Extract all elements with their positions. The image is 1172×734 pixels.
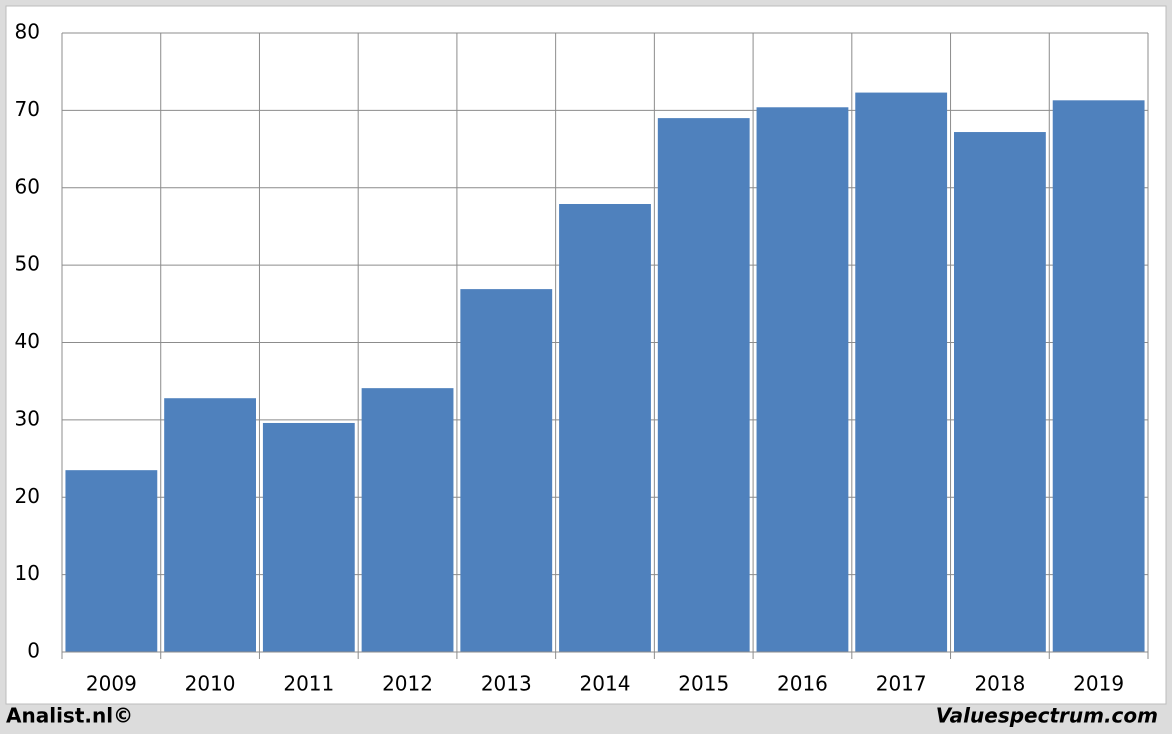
x-tick-label: 2016 [777,672,828,696]
x-tick-label: 2010 [185,672,236,696]
y-tick-label: 20 [15,484,40,508]
y-tick-label: 70 [15,97,40,121]
bar [1052,100,1145,652]
y-tick-label: 30 [15,406,40,430]
bar [855,92,948,653]
footer-right: Valuespectrum.com [936,704,1158,728]
bar [361,388,454,652]
bar [756,107,849,652]
y-tick-label: 10 [15,561,40,585]
x-tick-label: 2014 [580,672,631,696]
bar [954,132,1046,653]
y-tick-label: 60 [15,174,40,198]
x-tick-label: 2013 [481,672,532,696]
x-tick-label: 2009 [86,672,137,696]
bar [65,470,158,652]
x-tick-label: 2018 [974,672,1025,696]
x-tick-label: 2012 [382,672,433,696]
y-tick-label: 50 [15,252,40,276]
x-tick-label: 2019 [1073,672,1124,696]
bar [262,422,355,652]
bar [460,289,553,652]
x-tick-label: 2011 [283,672,334,696]
y-tick-label: 80 [15,20,40,44]
bar [657,118,750,653]
y-tick-label: 40 [15,329,40,353]
x-tick-label: 2017 [876,672,927,696]
bar [559,203,651,652]
y-tick-label: 0 [27,639,40,663]
x-tick-label: 2015 [678,672,729,696]
bar [164,398,256,652]
footer-left: Analist.nl© [6,704,133,728]
